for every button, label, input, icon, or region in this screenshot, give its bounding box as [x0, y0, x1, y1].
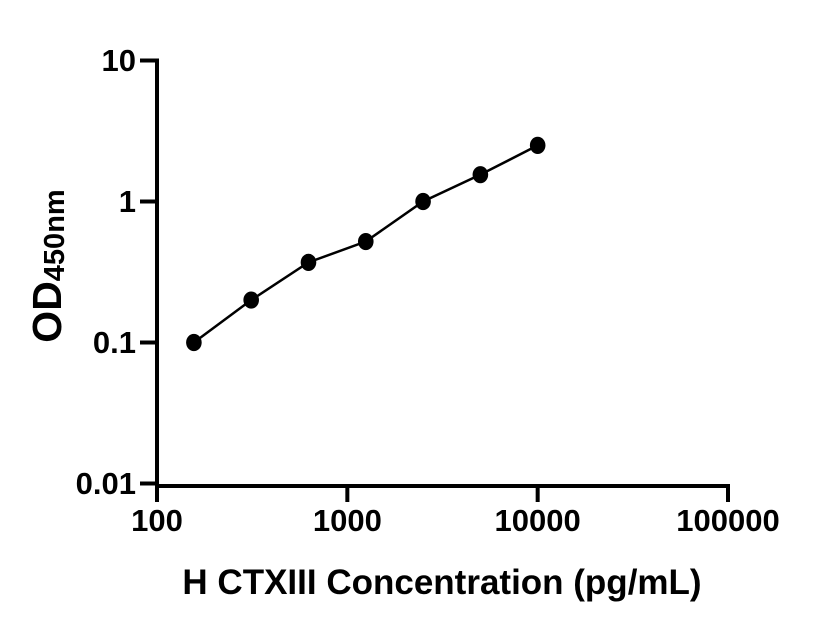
data-point-marker — [186, 333, 202, 352]
data-point-marker — [243, 291, 259, 309]
data-point-marker — [472, 166, 489, 184]
x-axis-title: H CTXIII Concentration (pg/mL) — [182, 563, 702, 602]
y-axis-title: OD450nm — [24, 189, 72, 342]
y-tick-label: 0.01 — [76, 466, 136, 501]
y-tick-label: 10 — [102, 43, 136, 78]
y-axis-title-subscript: 450nm — [39, 189, 72, 282]
x-tick-label: 1000 — [313, 503, 382, 538]
x-tick-label: 100 — [131, 503, 183, 538]
data-point-marker — [529, 136, 546, 154]
data-point-marker — [415, 192, 431, 211]
y-tick-label: 1 — [119, 184, 136, 219]
y-tick-label: 0.1 — [93, 325, 136, 360]
data-point-marker — [357, 232, 374, 251]
x-tick-label: 100000 — [676, 503, 779, 538]
y-axis-title-main: OD — [23, 281, 70, 343]
data-point-marker — [300, 253, 317, 271]
x-tick-label: 10000 — [495, 503, 581, 538]
